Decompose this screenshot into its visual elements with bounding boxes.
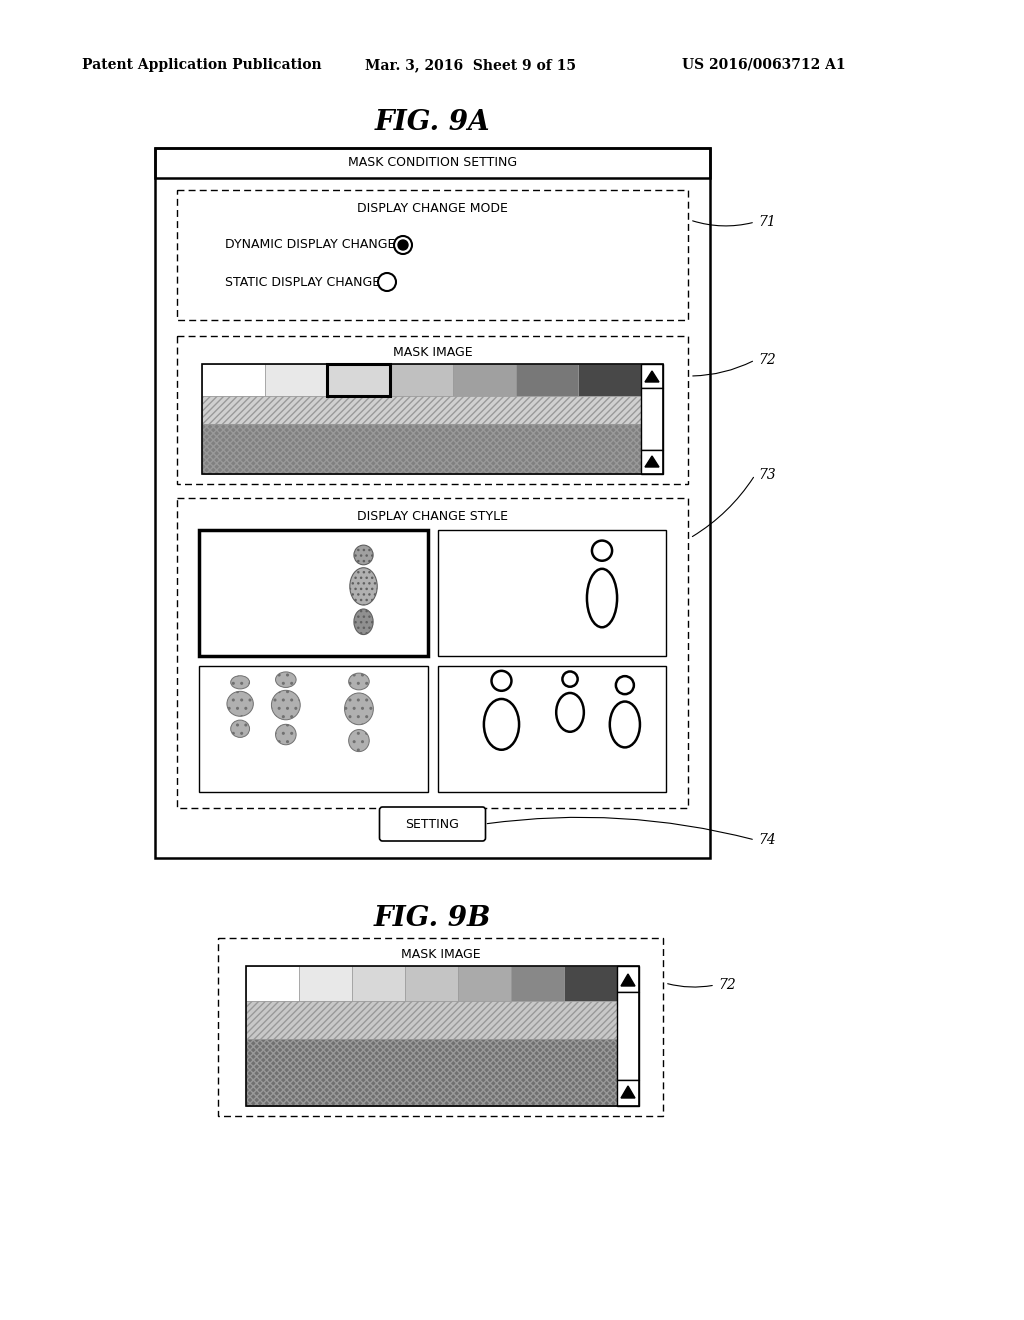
Text: DYNAMIC DISPLAY CHANGE: DYNAMIC DISPLAY CHANGE [225,239,395,252]
Bar [617,1080,639,1106]
Ellipse shape [344,693,374,725]
Text: US 2016/0063712 A1: US 2016/0063712 A1 [682,58,846,73]
Bar [390,364,453,396]
Bar [579,364,641,396]
Bar [199,667,427,792]
Bar [617,993,639,1080]
Ellipse shape [350,568,377,605]
Polygon shape [621,1086,635,1098]
Bar [202,396,641,424]
Bar [177,337,688,484]
Bar [246,966,639,1106]
Ellipse shape [227,692,253,717]
Ellipse shape [354,545,373,565]
Text: FIG. 9B: FIG. 9B [374,904,490,932]
Bar [352,966,406,1001]
Bar [453,364,515,396]
Bar [177,190,688,319]
Bar [155,148,710,178]
Ellipse shape [271,690,300,719]
Bar [437,667,666,792]
Text: MASK IMAGE: MASK IMAGE [392,346,472,359]
Bar [437,531,666,656]
Text: 72: 72 [718,978,736,993]
Ellipse shape [354,609,373,635]
Ellipse shape [230,721,250,738]
Ellipse shape [275,725,296,744]
Bar [202,364,265,396]
Bar [246,1039,617,1106]
Text: DISPLAY CHANGE STYLE: DISPLAY CHANGE STYLE [357,510,508,523]
Text: SETTING: SETTING [406,817,460,830]
Bar [246,1001,617,1039]
Bar [511,966,564,1001]
Text: MASK IMAGE: MASK IMAGE [400,948,480,961]
Ellipse shape [275,672,296,688]
Bar [515,364,579,396]
Bar [218,939,663,1115]
Polygon shape [645,455,659,467]
Text: 71: 71 [758,215,776,228]
Text: DISPLAY CHANGE MODE: DISPLAY CHANGE MODE [357,202,508,214]
Bar [202,424,641,474]
Bar [458,966,511,1001]
Bar [641,364,663,388]
Text: 74: 74 [758,833,776,847]
Bar [406,966,458,1001]
Bar [177,498,688,808]
Text: FIG. 9A: FIG. 9A [374,108,489,136]
Bar [328,364,390,396]
Text: 73: 73 [758,469,776,482]
Text: 72: 72 [758,352,776,367]
Text: STATIC DISPLAY CHANGE: STATIC DISPLAY CHANGE [225,276,380,289]
Bar [202,364,663,474]
Bar [328,364,390,396]
Polygon shape [621,974,635,986]
Bar [155,148,710,858]
Bar [617,966,639,993]
Ellipse shape [348,730,370,751]
Bar [246,966,299,1001]
Text: Patent Application Publication: Patent Application Publication [82,58,322,73]
Bar [299,966,352,1001]
Ellipse shape [348,673,370,690]
Bar [641,450,663,474]
Polygon shape [645,371,659,381]
Ellipse shape [230,676,250,689]
Text: Mar. 3, 2016  Sheet 9 of 15: Mar. 3, 2016 Sheet 9 of 15 [365,58,575,73]
Text: MASK CONDITION SETTING: MASK CONDITION SETTING [348,157,517,169]
Bar [265,364,328,396]
Bar [199,531,427,656]
Bar [564,966,617,1001]
FancyBboxPatch shape [380,807,485,841]
Circle shape [398,240,408,249]
Bar [641,388,663,450]
